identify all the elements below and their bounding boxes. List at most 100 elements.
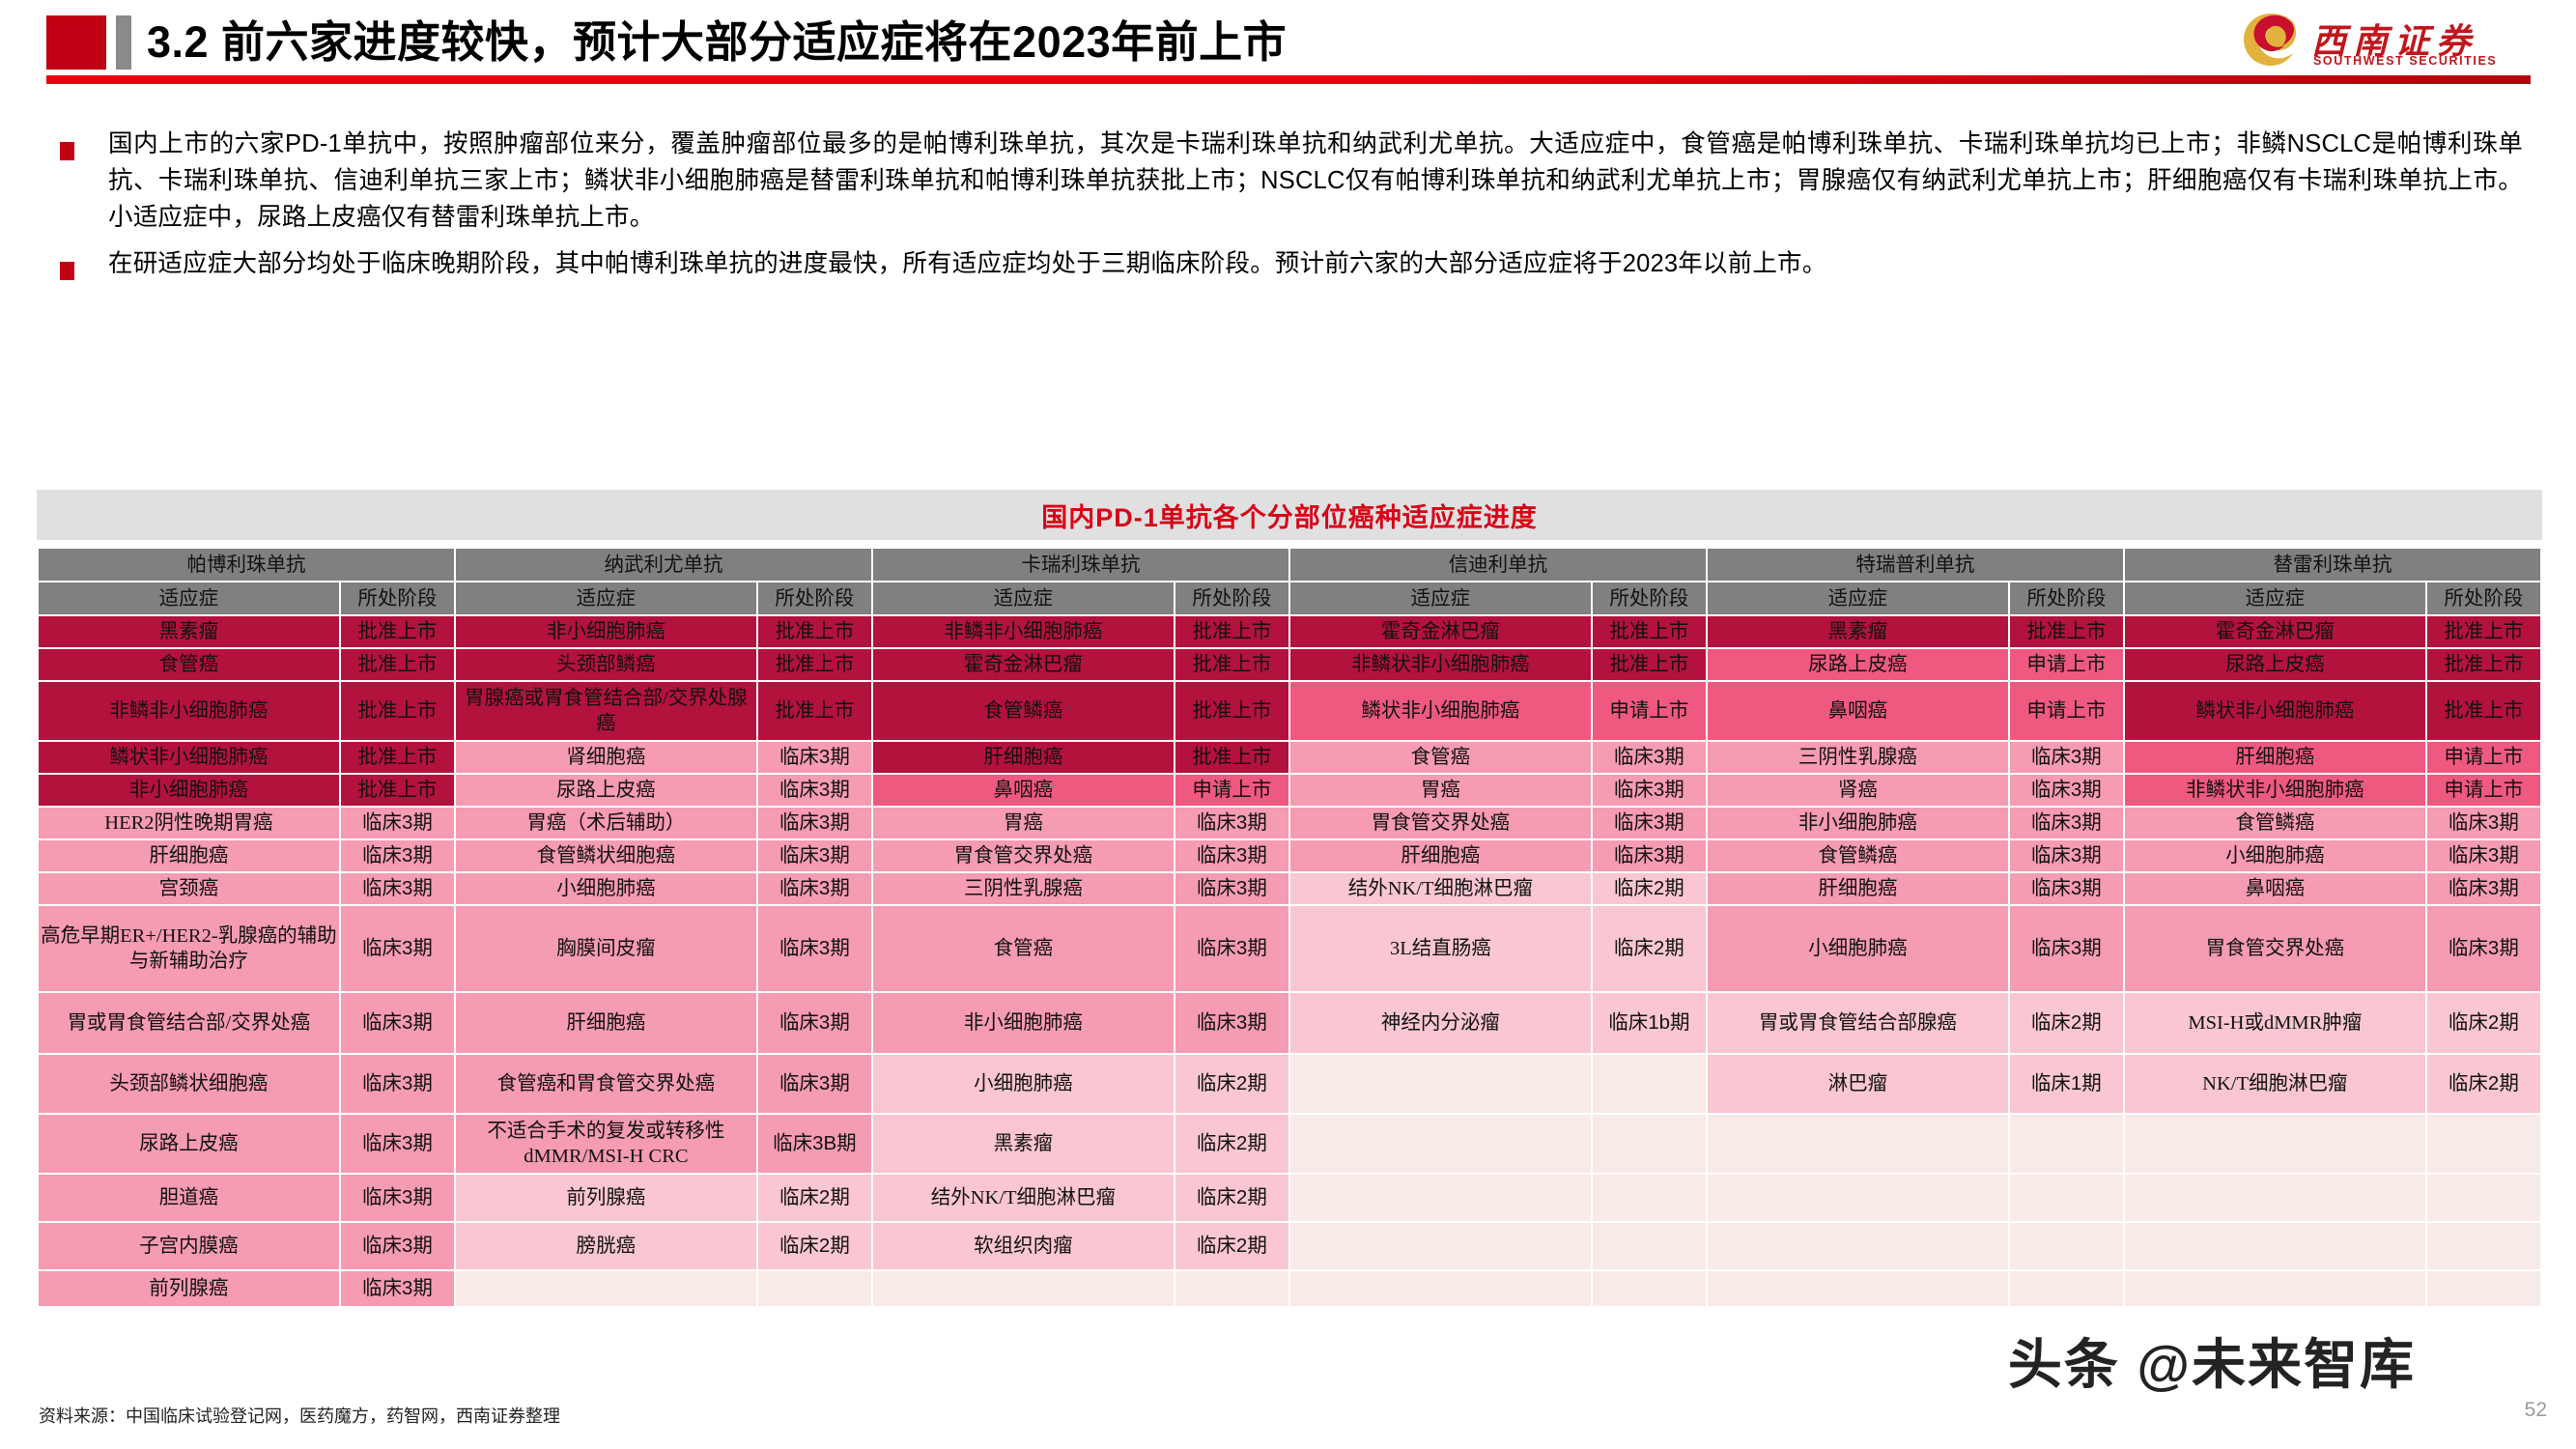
cell-indication: 霍奇金淋巴瘤 xyxy=(1289,616,1591,647)
cell-indication: 软组织肉瘤 xyxy=(872,1223,1174,1269)
table-row: 鳞状非小细胞肺癌 批准上市 肾细胞癌 临床3期 肝细胞癌 批准上市 食管癌 临床3期 三阴性乳腺… xyxy=(39,742,2540,773)
cell-stage: 临床3期 xyxy=(340,906,454,991)
cell-indication: HER2阴性晚期胃癌 xyxy=(39,808,339,838)
cell-stage: 批准上市 xyxy=(1175,682,1288,740)
cell-indication: 肾细胞癌 xyxy=(455,742,756,773)
cell-stage: 临床3期 xyxy=(1592,775,1706,806)
cell-stage: 批准上市 xyxy=(1175,616,1288,647)
cell-stage: 临床3期 xyxy=(340,1115,454,1173)
cell-indication xyxy=(1707,1271,2008,1306)
bullet-square-icon xyxy=(60,262,74,280)
cell-indication: 头颈部鳞癌 xyxy=(455,649,756,680)
cell-stage: 临床3期 xyxy=(340,1271,454,1306)
cell-stage: 临床2期 xyxy=(2426,1055,2540,1113)
cell-indication xyxy=(2124,1271,2425,1306)
header-rule xyxy=(46,75,2531,84)
column-subheader-indication-4: 适应症 xyxy=(1289,582,1591,614)
cell-stage: 临床3期 xyxy=(757,993,871,1053)
cell-indication: 头颈部鳞状细胞癌 xyxy=(39,1055,339,1113)
cell-indication xyxy=(455,1271,756,1306)
column-subheader-indication-6: 适应症 xyxy=(2124,582,2425,614)
cell-stage: 批准上市 xyxy=(2009,616,2123,647)
cell-stage xyxy=(1592,1055,1706,1113)
cell-indication: 食管鳞状细胞癌 xyxy=(455,840,756,871)
cell-indication: 结外NK/T细胞淋巴瘤 xyxy=(872,1175,1174,1221)
cell-indication: 胃腺癌或胃食管结合部/交界处腺癌 xyxy=(455,682,756,740)
cell-stage: 临床3期 xyxy=(1175,873,1288,904)
indication-progress-table: 帕博利珠单抗 纳武利尤单抗 卡瑞利珠单抗 信迪利单抗 特瑞普利单抗 替雷利珠单抗 适应症 所处… xyxy=(37,547,2542,1308)
cell-stage: 批准上市 xyxy=(340,742,454,773)
header-red-block xyxy=(46,15,106,70)
cell-indication: 非鳞非小细胞肺癌 xyxy=(872,616,1174,647)
cell-indication: 结外NK/T细胞淋巴瘤 xyxy=(1289,873,1591,904)
cell-stage: 临床3期 xyxy=(757,873,871,904)
cell-indication xyxy=(1289,1223,1591,1269)
cell-indication: 非鳞状非小细胞肺癌 xyxy=(1289,649,1591,680)
cell-stage: 批准上市 xyxy=(340,775,454,806)
table-row: 子宫内膜癌 临床3期 膀胱癌 临床2期 软组织肉瘤 临床2期 xyxy=(39,1223,2540,1269)
cell-stage: 临床3期 xyxy=(340,1223,454,1269)
cell-stage: 临床3期 xyxy=(1175,906,1288,991)
cell-stage: 临床3期 xyxy=(2426,873,2540,904)
cell-stage: 批准上市 xyxy=(757,616,871,647)
table-head: 帕博利珠单抗 纳武利尤单抗 卡瑞利珠单抗 信迪利单抗 特瑞普利单抗 替雷利珠单抗 适应症 所处… xyxy=(39,549,2540,614)
cell-stage: 临床3期 xyxy=(2426,840,2540,871)
cell-stage: 批准上市 xyxy=(2426,616,2540,647)
table-row: 肝细胞癌 临床3期 食管鳞状细胞癌 临床3期 胃食管交界处癌 临床3期 肝细胞癌 临床3期 食管… xyxy=(39,840,2540,871)
cell-indication: 霍奇金淋巴瘤 xyxy=(872,649,1174,680)
cell-indication xyxy=(1707,1175,2008,1221)
cell-stage: 临床3期 xyxy=(340,808,454,838)
cell-indication: 胸膜间皮瘤 xyxy=(455,906,756,991)
cell-stage: 申请上市 xyxy=(2426,775,2540,806)
cell-stage: 批准上市 xyxy=(757,649,871,680)
cell-stage: 批准上市 xyxy=(1175,742,1288,773)
cell-indication: 小细胞肺癌 xyxy=(872,1055,1174,1113)
cell-indication: 前列腺癌 xyxy=(455,1175,756,1221)
column-subheader-indication-3: 适应症 xyxy=(872,582,1174,614)
column-header-drug-4: 信迪利单抗 xyxy=(1289,549,1706,581)
cell-stage: 临床2期 xyxy=(2426,993,2540,1053)
column-subheader-indication-5: 适应症 xyxy=(1707,582,2008,614)
cell-stage: 临床3期 xyxy=(340,840,454,871)
cell-stage: 临床3B期 xyxy=(757,1115,871,1173)
cell-indication: 胃或胃食管结合部/交界处癌 xyxy=(39,993,339,1053)
page-title: 3.2 前六家进度较快，预计大部分适应症将在2023年前上市 xyxy=(147,17,1288,67)
cell-stage: 临床3期 xyxy=(340,873,454,904)
cell-stage: 临床3期 xyxy=(1592,742,1706,773)
cell-indication: 胃癌 xyxy=(1289,775,1591,806)
cell-indication: 三阴性乳腺癌 xyxy=(872,873,1174,904)
cell-stage: 临床3期 xyxy=(1592,840,1706,871)
table-header-drug-row: 帕博利珠单抗 纳武利尤单抗 卡瑞利珠单抗 信迪利单抗 特瑞普利单抗 替雷利珠单抗 xyxy=(39,549,2540,581)
cell-stage xyxy=(2426,1271,2540,1306)
cell-stage: 批准上市 xyxy=(2426,682,2540,740)
cell-stage: 临床3期 xyxy=(1175,993,1288,1053)
cell-indication: 胃食管交界处癌 xyxy=(2124,906,2425,991)
table-row: 胆道癌 临床3期 前列腺癌 临床2期 结外NK/T细胞淋巴瘤 临床2期 xyxy=(39,1175,2540,1221)
bullet-square-icon xyxy=(60,142,74,160)
cell-stage xyxy=(2009,1271,2123,1306)
cell-stage: 临床3期 xyxy=(2009,873,2123,904)
cell-stage: 临床2期 xyxy=(1592,906,1706,991)
bullet-item: 在研适应症大部分均处于临床晚期阶段，其中帕博利珠单抗的进度最快，所有适应症均处于… xyxy=(0,245,2576,282)
cell-stage: 临床2期 xyxy=(757,1175,871,1221)
cell-stage: 临床2期 xyxy=(757,1223,871,1269)
cell-stage xyxy=(1592,1223,1706,1269)
cell-stage: 临床3期 xyxy=(2009,742,2123,773)
cell-indication: 食管癌 xyxy=(872,906,1174,991)
cell-stage: 批准上市 xyxy=(340,649,454,680)
cell-stage: 临床2期 xyxy=(1592,873,1706,904)
cell-stage: 临床3期 xyxy=(2009,840,2123,871)
cell-indication: 食管鳞癌 xyxy=(2124,808,2425,838)
cell-stage: 临床3期 xyxy=(757,1055,871,1113)
cell-indication: 霍奇金淋巴瘤 xyxy=(2124,616,2425,647)
cell-stage xyxy=(2009,1115,2123,1173)
cell-stage xyxy=(1592,1271,1706,1306)
cell-stage: 临床3期 xyxy=(757,840,871,871)
cell-indication: 小细胞肺癌 xyxy=(2124,840,2425,871)
cell-stage: 临床3期 xyxy=(757,742,871,773)
column-subheader-indication-1: 适应症 xyxy=(39,582,339,614)
column-header-drug-6: 替雷利珠单抗 xyxy=(2124,549,2540,581)
column-subheader-indication-2: 适应症 xyxy=(455,582,756,614)
cell-indication: 小细胞肺癌 xyxy=(1707,906,2008,991)
logo-english-text: SOUTHWEST SECURITIES xyxy=(2313,54,2498,68)
